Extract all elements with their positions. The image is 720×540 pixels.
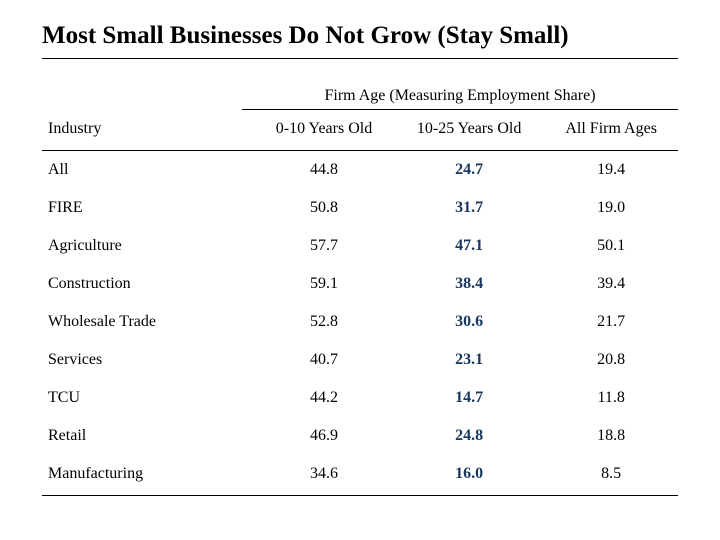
table-row: Construction 59.1 38.4 39.4 bbox=[42, 265, 678, 303]
cell-industry: Agriculture bbox=[42, 227, 254, 265]
cell-value: 23.1 bbox=[394, 341, 544, 379]
cell-industry: Manufacturing bbox=[42, 455, 254, 496]
cell-value: 19.4 bbox=[544, 151, 678, 190]
cell-value: 24.8 bbox=[394, 417, 544, 455]
cell-value: 40.7 bbox=[254, 341, 394, 379]
cell-value: 46.9 bbox=[254, 417, 394, 455]
cell-value: 50.8 bbox=[254, 189, 394, 227]
slide: Most Small Businesses Do Not Grow (Stay … bbox=[0, 0, 720, 540]
table-row: Retail 46.9 24.8 18.8 bbox=[42, 417, 678, 455]
cell-value: 47.1 bbox=[394, 227, 544, 265]
cell-value: 44.8 bbox=[254, 151, 394, 190]
data-table: Industry 0-10 Years Old 10-25 Years Old … bbox=[42, 110, 678, 496]
cell-industry: TCU bbox=[42, 379, 254, 417]
slide-title: Most Small Businesses Do Not Grow (Stay … bbox=[42, 22, 678, 59]
cell-value: 16.0 bbox=[394, 455, 544, 496]
cell-value: 50.1 bbox=[544, 227, 678, 265]
cell-value: 20.8 bbox=[544, 341, 678, 379]
col-header-all-ages: All Firm Ages bbox=[544, 110, 678, 151]
cell-value: 11.8 bbox=[544, 379, 678, 417]
table-header-row: Industry 0-10 Years Old 10-25 Years Old … bbox=[42, 110, 678, 151]
table-row: FIRE 50.8 31.7 19.0 bbox=[42, 189, 678, 227]
cell-value: 52.8 bbox=[254, 303, 394, 341]
cell-value: 14.7 bbox=[394, 379, 544, 417]
table-row: TCU 44.2 14.7 11.8 bbox=[42, 379, 678, 417]
cell-value: 21.7 bbox=[544, 303, 678, 341]
table-row: Wholesale Trade 52.8 30.6 21.7 bbox=[42, 303, 678, 341]
cell-industry: FIRE bbox=[42, 189, 254, 227]
cell-industry: Services bbox=[42, 341, 254, 379]
cell-industry: Construction bbox=[42, 265, 254, 303]
table-row: Manufacturing 34.6 16.0 8.5 bbox=[42, 455, 678, 496]
cell-value: 44.2 bbox=[254, 379, 394, 417]
cell-industry: Wholesale Trade bbox=[42, 303, 254, 341]
cell-value: 18.8 bbox=[544, 417, 678, 455]
cell-value: 8.5 bbox=[544, 455, 678, 496]
cell-value: 57.7 bbox=[254, 227, 394, 265]
cell-value: 59.1 bbox=[254, 265, 394, 303]
col-header-10-25: 10-25 Years Old bbox=[394, 110, 544, 151]
table-row: Agriculture 57.7 47.1 50.1 bbox=[42, 227, 678, 265]
col-header-industry: Industry bbox=[42, 110, 254, 151]
cell-value: 38.4 bbox=[394, 265, 544, 303]
table-row: All 44.8 24.7 19.4 bbox=[42, 151, 678, 190]
cell-value: 19.0 bbox=[544, 189, 678, 227]
cell-value: 30.6 bbox=[394, 303, 544, 341]
table-row: Services 40.7 23.1 20.8 bbox=[42, 341, 678, 379]
col-header-0-10: 0-10 Years Old bbox=[254, 110, 394, 151]
cell-value: 39.4 bbox=[544, 265, 678, 303]
cell-value: 24.7 bbox=[394, 151, 544, 190]
table-super-header: Firm Age (Measuring Employment Share) bbox=[242, 87, 678, 110]
cell-industry: Retail bbox=[42, 417, 254, 455]
cell-industry: All bbox=[42, 151, 254, 190]
cell-value: 31.7 bbox=[394, 189, 544, 227]
cell-value: 34.6 bbox=[254, 455, 394, 496]
table-body: All 44.8 24.7 19.4 FIRE 50.8 31.7 19.0 A… bbox=[42, 151, 678, 496]
